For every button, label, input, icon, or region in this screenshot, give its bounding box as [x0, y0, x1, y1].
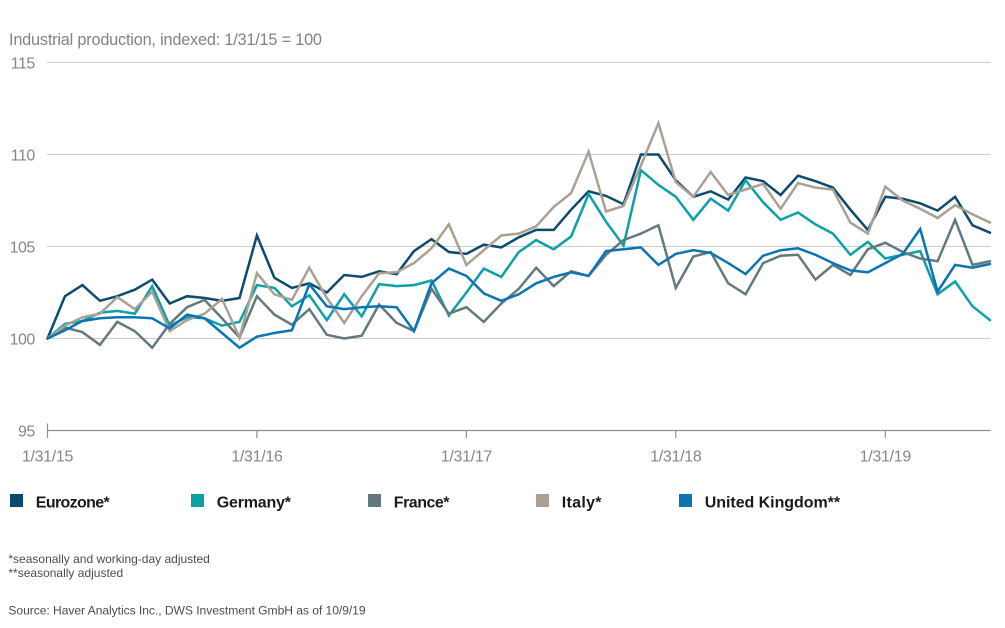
svg-text:95: 95: [18, 423, 35, 440]
svg-text:115: 115: [11, 55, 36, 72]
svg-text:105: 105: [10, 239, 36, 256]
svg-text:1/31/19: 1/31/19: [860, 448, 912, 465]
svg-text:France*: France*: [394, 494, 450, 511]
svg-text:Eurozone*: Eurozone*: [36, 494, 111, 511]
svg-text:1/31/17: 1/31/17: [441, 448, 493, 465]
svg-text:1/31/16: 1/31/16: [231, 448, 283, 465]
svg-text:**seasonally adjusted: **seasonally adjusted: [8, 566, 123, 580]
svg-text:1/31/18: 1/31/18: [650, 448, 702, 465]
svg-text:Source: Haver Analytics Inc.,: Source: Haver Analytics Inc., DWS Invest…: [8, 604, 365, 618]
svg-text:*seasonally and working-day ad: *seasonally and working-day adjusted: [8, 552, 209, 566]
svg-text:1/31/15: 1/31/15: [22, 448, 74, 465]
svg-text:United Kingdom**: United Kingdom**: [705, 494, 841, 511]
svg-text:110: 110: [11, 147, 36, 164]
svg-text:Italy*: Italy*: [562, 494, 603, 511]
svg-text:100: 100: [10, 331, 36, 348]
svg-text:Germany*: Germany*: [217, 494, 292, 511]
svg-text:Industrial production, indexed: Industrial production, indexed: 1/31/15 …: [9, 31, 322, 49]
